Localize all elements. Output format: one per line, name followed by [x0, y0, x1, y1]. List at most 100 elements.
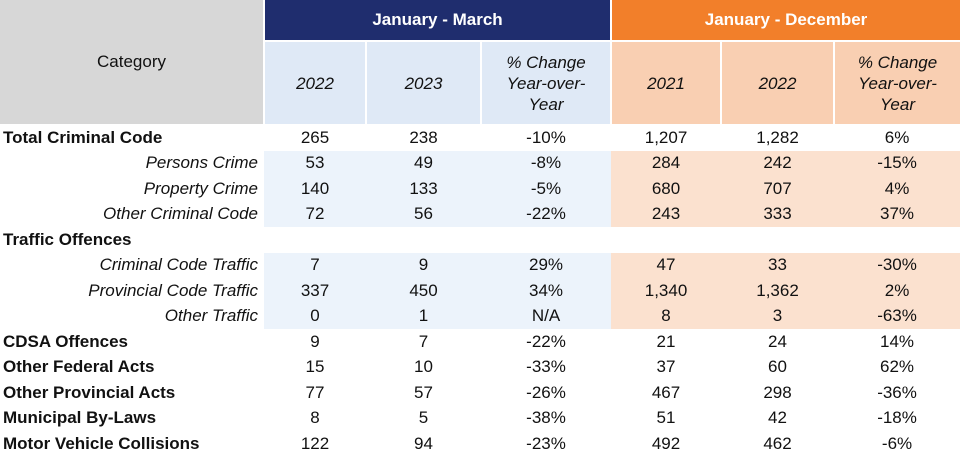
table-cell: 37: [611, 354, 722, 380]
table-cell: 265: [300, 128, 330, 148]
row-label: Municipal By-Laws: [3, 408, 157, 428]
table-cell: 72: [264, 201, 366, 227]
table-cell: 467: [611, 380, 722, 406]
table-cell: 1,362: [721, 278, 835, 304]
table-row: Criminal Code Traffic 7 9 29% 47 33 -30%: [0, 252, 960, 278]
table-cell: 238: [409, 128, 438, 148]
row-label: Other Traffic: [164, 306, 258, 326]
table-cell: 450: [366, 278, 481, 304]
column-header: % Change Year-over-Year: [834, 40, 960, 126]
table-cell: 14%: [834, 329, 960, 355]
table-cell: [611, 227, 722, 253]
table-cell: 60: [721, 354, 835, 380]
table-cell: 298: [721, 380, 835, 406]
table-cell: -6%: [834, 431, 960, 457]
table-cell: -22%: [526, 331, 566, 351]
column-header: 2022: [264, 40, 367, 126]
table-cell: 8: [310, 408, 320, 428]
table-cell: 6%: [834, 125, 960, 151]
table-cell: 24: [721, 329, 835, 355]
table-cell: 337: [264, 278, 366, 304]
table-row: Total Criminal Code 265 238 -10% 1,207 1,282 6…: [0, 125, 960, 151]
table-cell: 94: [414, 433, 433, 453]
table-cell: 680: [611, 176, 722, 202]
table-cell: 707: [721, 176, 835, 202]
column-header: 2021: [611, 40, 723, 126]
table-cell: 140: [264, 176, 366, 202]
row-label: Total Criminal Code: [3, 128, 163, 148]
table-cell: 133: [366, 176, 481, 202]
table-cell: 1,282: [721, 125, 835, 151]
row-label: Motor Vehicle Collisions: [3, 433, 200, 453]
table-cell: -22%: [481, 201, 612, 227]
table-cell: -18%: [834, 405, 960, 431]
table-cell: [834, 227, 960, 253]
table-cell: 1: [366, 303, 481, 329]
table-cell: 29%: [481, 252, 612, 278]
table-cell: 51: [611, 405, 722, 431]
table-cell: [721, 227, 835, 253]
table-cell: 242: [721, 150, 835, 176]
table-row: Other Criminal Code 72 56 -22% 243 333 37%: [0, 201, 960, 227]
table-cell: 1,207: [611, 125, 722, 151]
table-cell: 492: [611, 431, 722, 457]
table-row: Property Crime 140 133 -5% 680 707 4%: [0, 176, 960, 202]
table-cell: -26%: [526, 382, 566, 402]
table-cell: -38%: [526, 408, 566, 428]
table-cell: 10: [414, 357, 433, 377]
group-header-jan-dec: January - December: [611, 0, 960, 41]
column-header: 2022: [721, 40, 836, 126]
table-cell: 49: [366, 150, 481, 176]
table-cell: 3: [721, 303, 835, 329]
table-cell: 284: [611, 150, 722, 176]
table-cell: 9: [366, 252, 481, 278]
table-cell: 47: [611, 252, 722, 278]
group-header-jan-mar: January - March: [264, 0, 613, 41]
table-cell: 34%: [481, 278, 612, 304]
table-row: Municipal By-Laws 8 5 -38% 51 42 -18%: [0, 405, 960, 431]
table-cell: [481, 227, 611, 253]
table-cell: 33: [721, 252, 835, 278]
row-label: Criminal Code Traffic: [99, 255, 258, 275]
table-cell: 9: [310, 331, 320, 351]
table-cell: 53: [264, 150, 366, 176]
table-cell: 5: [418, 408, 429, 428]
table-cell: [366, 227, 481, 253]
table-cell: -10%: [526, 128, 566, 148]
table-row: Other Provincial Acts 77 57 -26% 467 298 -36%: [0, 380, 960, 406]
table-cell: -5%: [481, 176, 612, 202]
table-cell: N/A: [481, 303, 612, 329]
table-cell: 122: [300, 433, 330, 453]
table-cell: -33%: [526, 357, 566, 377]
table-cell: 243: [611, 201, 722, 227]
table-cell: 77: [305, 382, 325, 402]
row-label: Property Crime: [143, 178, 258, 198]
column-header: 2023: [366, 40, 482, 126]
table-cell: 7: [418, 331, 429, 351]
table-cell: 57: [414, 382, 433, 402]
table-cell: 7: [264, 252, 366, 278]
table-row: CDSA Offences 9 7 -22% 21 24 14%: [0, 329, 960, 355]
table-cell: 62%: [834, 354, 960, 380]
table-row: Persons Crime 53 49 -8% 284 242 -15%: [0, 150, 960, 176]
row-label: Traffic Offences: [3, 229, 132, 249]
table-row: Traffic Offences: [0, 227, 960, 253]
column-header-row: 2022 2023 % Change Year-over-Year 2021 2…: [0, 40, 960, 126]
table-cell: 37%: [834, 201, 960, 227]
table-cell: 8: [611, 303, 722, 329]
table-cell: 462: [721, 431, 835, 457]
table-row: Other Federal Acts 15 10 -33% 37 60 62%: [0, 354, 960, 380]
table-row: Provincial Code Traffic 337 450 34% 1,340 1,3…: [0, 278, 960, 304]
table-cell: 21: [611, 329, 722, 355]
table-row: Other Traffic 0 1 N/A 8 3 -63%: [0, 303, 960, 329]
table-cell: 0: [264, 303, 366, 329]
table-body: Total Criminal Code 265 238 -10% 1,207 1,282 6…: [0, 125, 960, 457]
table-cell: 15: [305, 357, 325, 377]
row-label: Provincial Code Traffic: [88, 280, 258, 300]
table-cell: 1,340: [611, 278, 722, 304]
table-cell: -15%: [834, 150, 960, 176]
row-label: Persons Crime: [145, 153, 258, 173]
table-cell: 42: [721, 405, 835, 431]
table-cell: -36%: [834, 380, 960, 406]
row-label: Other Provincial Acts: [3, 382, 176, 402]
